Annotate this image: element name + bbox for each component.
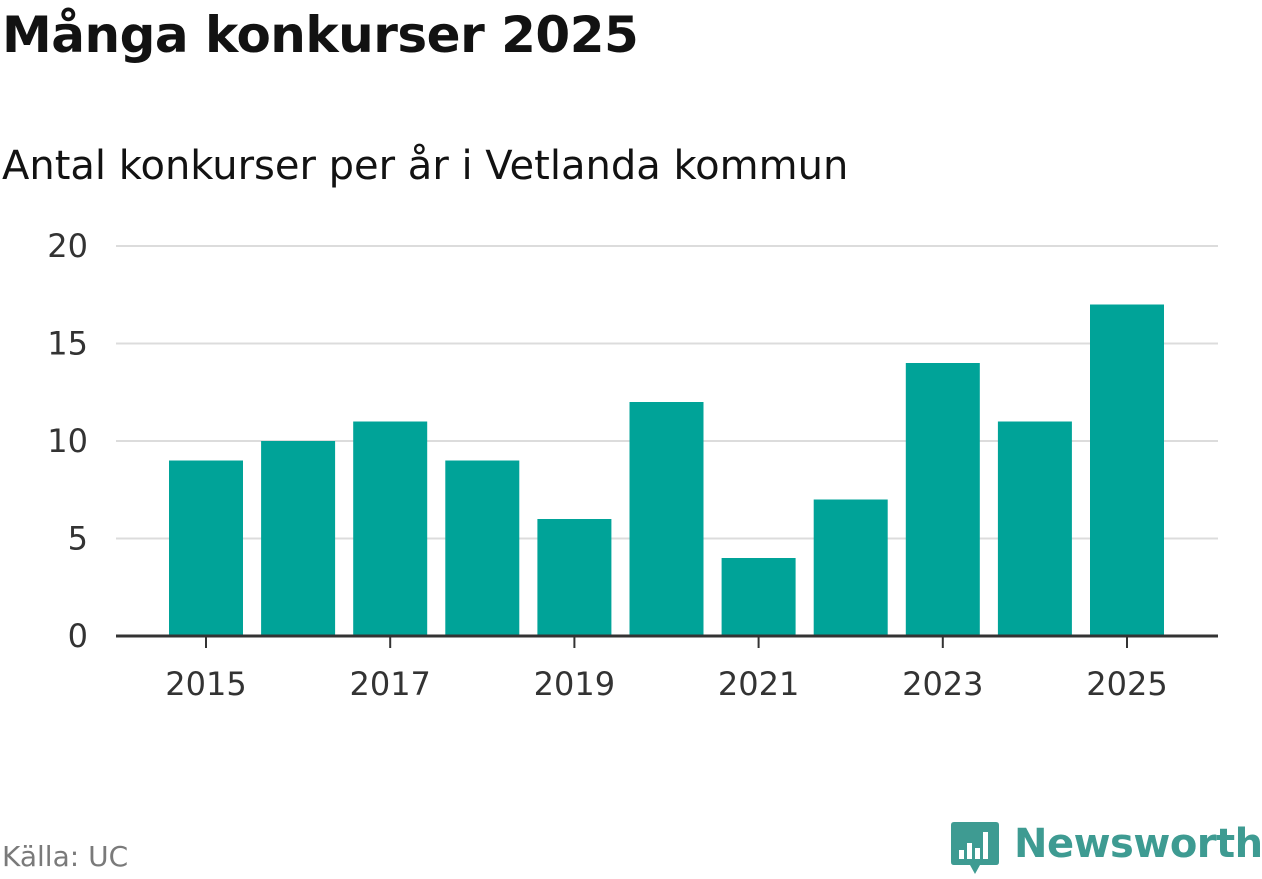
bar-2017 [353,421,428,636]
chart-title: Många konkurser 2025 [2,6,639,64]
y-tick-label: 0 [68,617,88,655]
y-tick-label: 15 [47,325,88,363]
y-tick-label: 10 [47,422,88,460]
x-tick-label: 2017 [349,665,430,703]
x-tick-label: 2019 [534,665,615,703]
bar-2021 [721,558,796,636]
chart-subtitle: Antal konkurser per år i Vetlanda kommun [2,143,849,189]
y-tick-label: 20 [47,227,88,265]
bar-2023 [905,363,980,636]
x-tick-label: 2015 [165,665,246,703]
bar-2025 [1090,304,1164,636]
tick-labels: 0 5 10 15 20 2015 2017 2019 2021 2023 2025 [47,227,1167,703]
source-note: Källa: UC [2,840,129,873]
bar-2020 [629,402,704,636]
brand-name: Newsworthy [1014,821,1262,867]
brand-logo[interactable]: Newsworthy [950,818,1262,878]
bar-chart: 0 5 10 15 20 2015 2017 2019 2021 2023 2025 [47,227,1218,703]
bar-2015 [169,460,243,636]
bar-2016 [261,441,336,636]
x-tick-label: 2025 [1086,665,1167,703]
axes [116,634,1218,648]
bar-chart-speech-bubble-icon [951,822,999,874]
bar-2018 [445,460,520,636]
bars [169,304,1164,636]
x-tick-label: 2023 [902,665,983,703]
bar-2022 [813,499,888,636]
bar-2024 [997,421,1072,636]
x-tick-label: 2021 [718,665,799,703]
bar-2019 [537,519,612,636]
y-tick-label: 5 [68,520,88,558]
